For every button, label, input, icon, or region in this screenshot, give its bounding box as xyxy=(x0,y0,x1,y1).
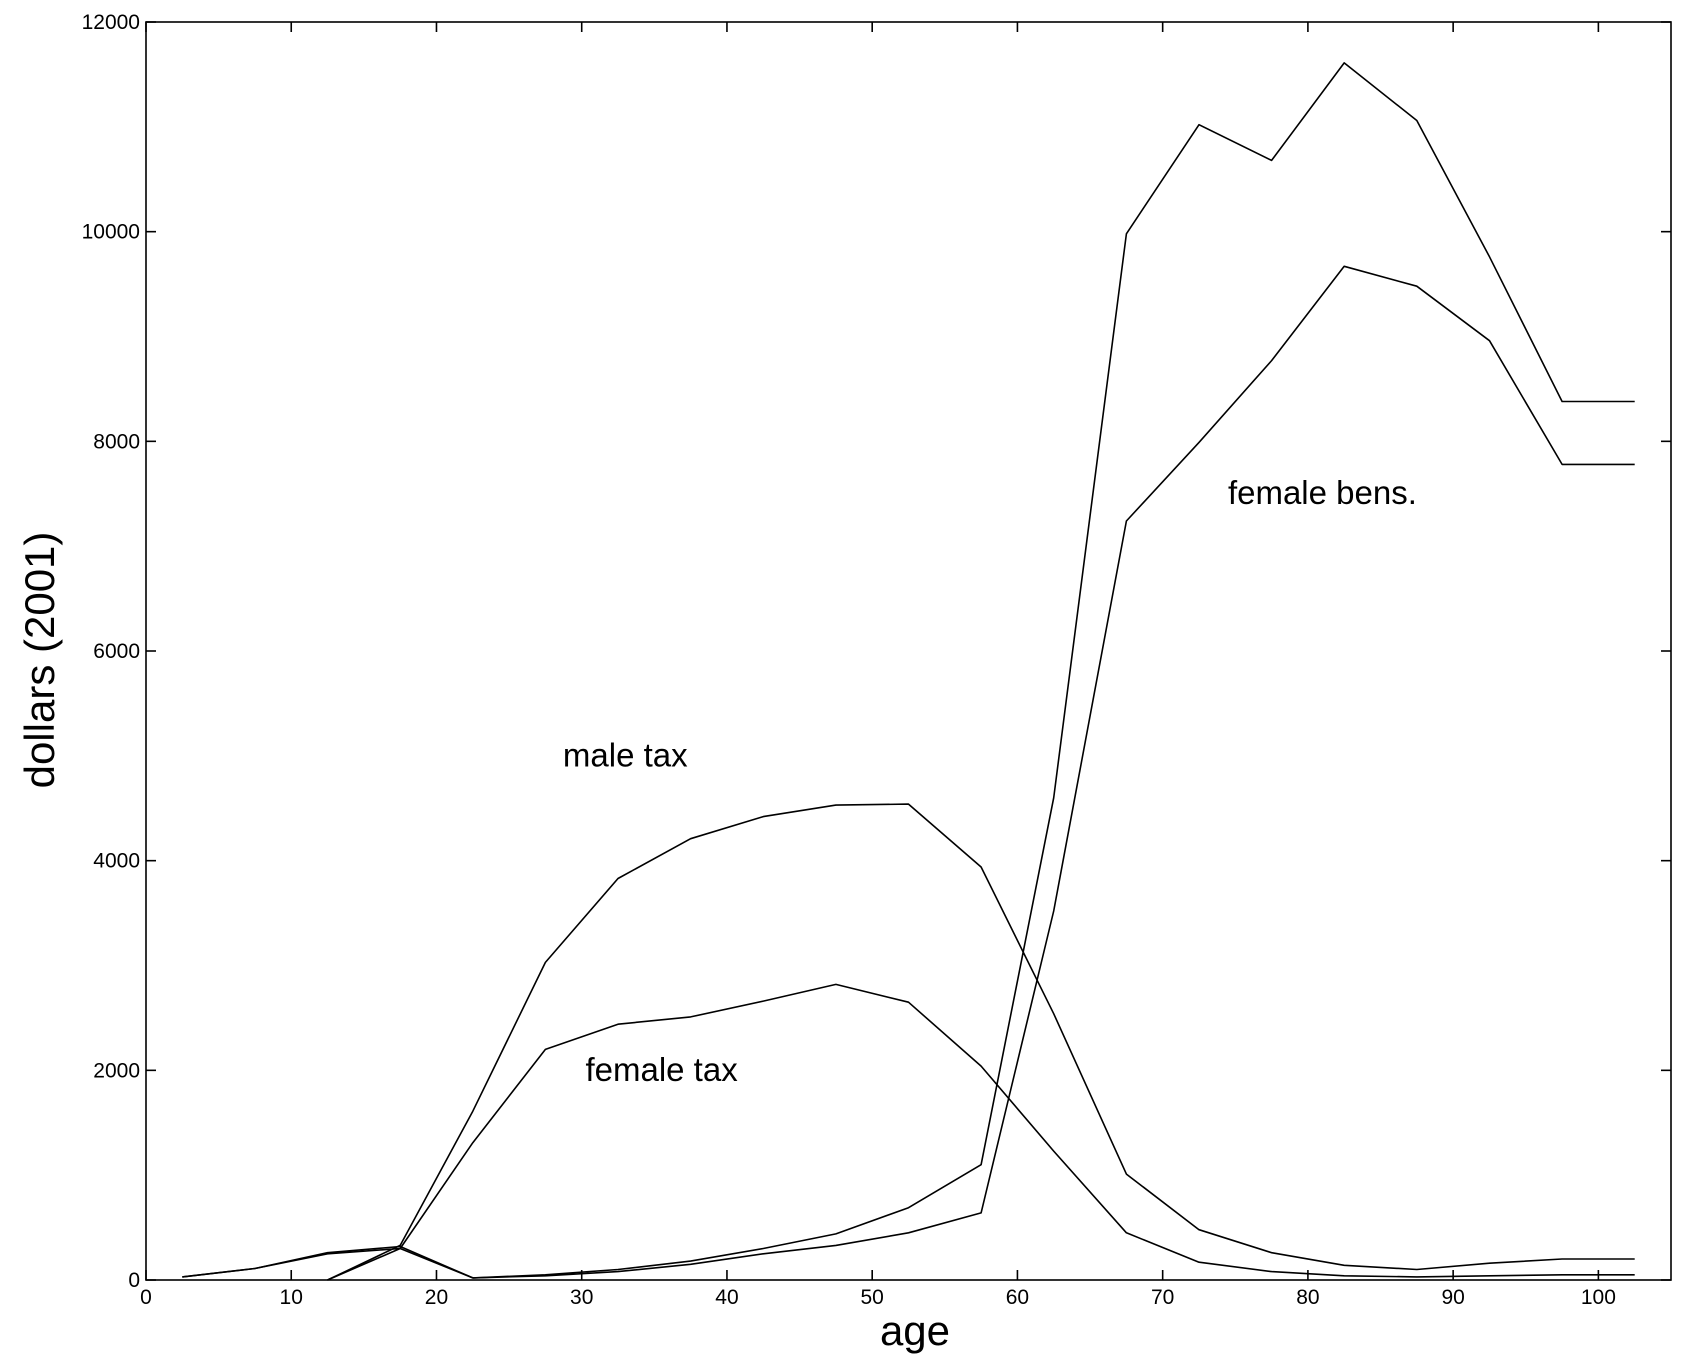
x-tick-label-6: 60 xyxy=(1006,1286,1029,1309)
x-tick-label-9: 90 xyxy=(1441,1286,1464,1309)
x-tick-label-10: 100 xyxy=(1581,1286,1616,1309)
y-tick-label-3: 6000 xyxy=(93,640,140,663)
y-tick-label-5: 10000 xyxy=(82,221,140,244)
y-tick-label-1: 2000 xyxy=(93,1059,140,1082)
x-tick-label-8: 80 xyxy=(1296,1286,1319,1309)
x-tick-label-5: 50 xyxy=(861,1286,884,1309)
x-tick-label-4: 40 xyxy=(715,1286,738,1309)
y-axis-title: dollars (2001) xyxy=(16,532,63,789)
series-lines xyxy=(182,62,1635,1281)
x-tick-label-3: 30 xyxy=(570,1286,593,1309)
x-tick-label-1: 10 xyxy=(280,1286,303,1309)
y-tick-label-0: 0 xyxy=(128,1269,140,1292)
series-line-3 xyxy=(327,983,1635,1281)
tick-marks xyxy=(145,21,1671,1281)
y-tick-label-6: 12000 xyxy=(82,11,140,34)
annotation-3: female tax xyxy=(585,1051,738,1088)
annotation-2: male tax xyxy=(563,736,688,773)
tick-labels: 0 10 20 30 40 50 60 70 80 90 100 0 2000 4000 6000 8000 1… xyxy=(82,11,1616,1309)
annotation-1: female bens. xyxy=(1228,474,1417,511)
y-tick-label-4: 8000 xyxy=(93,430,140,453)
x-tick-label-0: 0 xyxy=(140,1286,152,1309)
y-tick-label-2: 4000 xyxy=(93,850,140,873)
x-tick-label-2: 20 xyxy=(425,1286,448,1309)
x-tick-label-7: 70 xyxy=(1151,1286,1174,1309)
series-line-1 xyxy=(182,265,1635,1279)
series-line-2 xyxy=(327,803,1635,1281)
x-axis-title: age xyxy=(880,1307,950,1354)
series-line-0 xyxy=(182,62,1635,1279)
